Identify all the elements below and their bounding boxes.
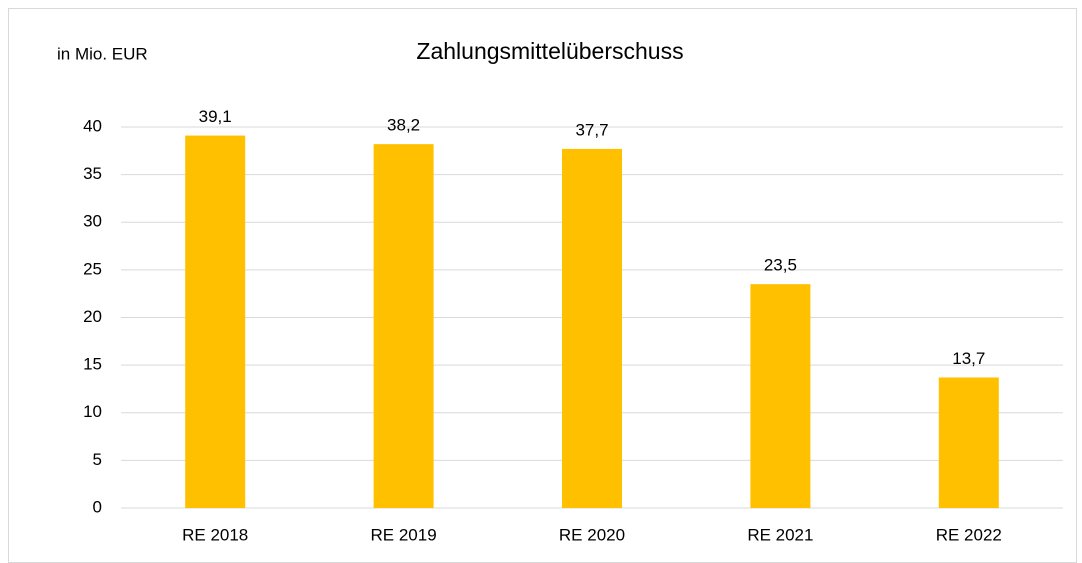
data-label: 38,2	[387, 116, 420, 135]
x-tick-label: RE 2019	[371, 525, 437, 544]
x-tick-label: RE 2018	[182, 525, 248, 544]
bar	[938, 377, 999, 508]
y-tick-label: 35	[83, 164, 102, 183]
y-tick-label: 25	[83, 259, 102, 278]
chart-border	[8, 8, 1077, 563]
y-tick-label: 15	[83, 355, 102, 374]
data-label: 37,7	[575, 120, 608, 139]
y-tick-label: 20	[83, 307, 102, 326]
data-label: 13,7	[952, 349, 985, 368]
y-axis-label: in Mio. EUR	[57, 44, 148, 63]
bar	[185, 135, 246, 508]
y-tick-label: 0	[93, 497, 102, 516]
y-tick-label: 10	[83, 402, 102, 421]
y-tick-label: 40	[83, 116, 102, 135]
x-tick-label: RE 2022	[936, 525, 1002, 544]
x-tick-label: RE 2020	[559, 525, 625, 544]
bar	[750, 284, 811, 508]
data-label: 23,5	[764, 256, 797, 275]
bar	[373, 144, 434, 508]
chart-title: Zahlungsmittelüberschuss	[416, 38, 683, 64]
data-label: 39,1	[199, 107, 232, 126]
bar	[562, 148, 622, 508]
x-tick-label: RE 2021	[747, 525, 813, 544]
y-tick-label: 30	[83, 212, 102, 231]
y-tick-label: 5	[93, 450, 102, 469]
